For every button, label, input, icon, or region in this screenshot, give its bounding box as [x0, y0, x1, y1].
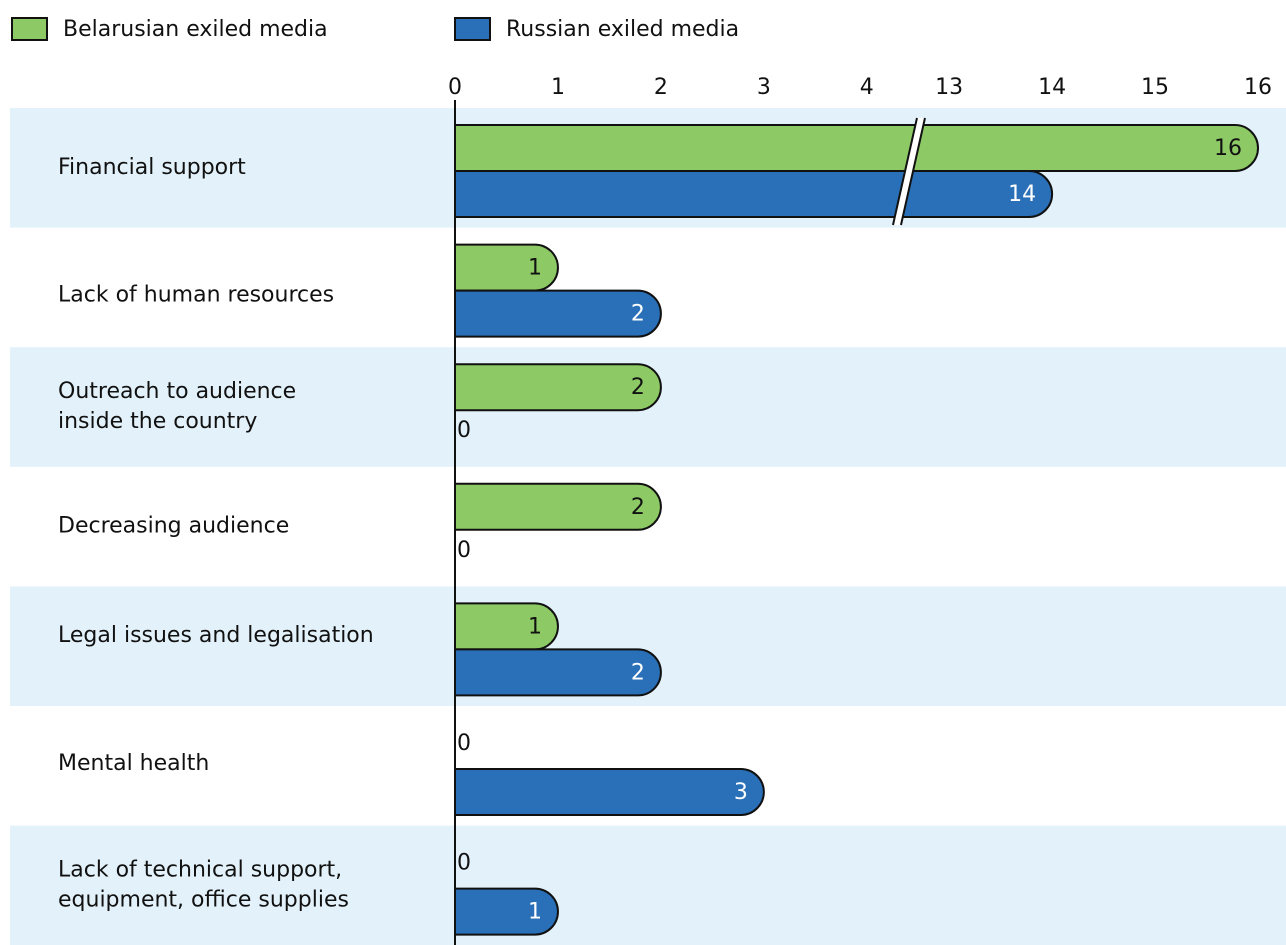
category-label: Outreach to audience inside the country [58, 379, 296, 434]
axis-break-line [899, 117, 926, 226]
x-tick-label: 13 [935, 75, 963, 100]
bar [454, 124, 1259, 172]
value-label: 16 [1214, 136, 1242, 161]
category-line: equipment, office supplies [58, 887, 349, 912]
value-label: 2 [631, 375, 645, 400]
x-tick-label: 14 [1038, 75, 1066, 100]
category-line: inside the country [58, 409, 257, 434]
category-line: Lack of technical support, [58, 857, 342, 882]
value-label: 2 [631, 302, 645, 327]
bar [454, 887, 559, 936]
category-label: Mental health [58, 751, 209, 776]
x-tick-label: 1 [551, 75, 565, 100]
legend-label: Russian exiled media [506, 17, 739, 42]
x-tick-label: 2 [654, 75, 668, 100]
value-label: 0 [457, 851, 471, 876]
axis-break [892, 118, 925, 225]
category-label: Financial support [58, 155, 246, 180]
category-label: Lack of technical support, equipment, off… [58, 857, 349, 912]
value-label: 0 [457, 731, 471, 756]
x-tick-label: 15 [1141, 75, 1169, 100]
category-line: Lack of human resources [58, 282, 334, 307]
category-line: Decreasing audience [58, 514, 289, 539]
bar [454, 363, 662, 412]
bar [454, 768, 765, 816]
x-tick-label: 3 [757, 75, 771, 100]
value-label: 14 [1008, 182, 1036, 207]
value-label: 2 [631, 660, 645, 685]
category-line: Mental health [58, 751, 209, 776]
bar [454, 482, 662, 531]
category-label: Lack of human resources [58, 282, 334, 307]
value-label: 0 [457, 538, 471, 563]
value-label: 1 [528, 256, 542, 281]
value-label: 3 [734, 780, 748, 805]
value-label: 0 [457, 418, 471, 443]
value-label: 1 [528, 900, 542, 925]
axis-break-line [891, 117, 918, 226]
value-label: 1 [528, 614, 542, 639]
row-band [10, 825, 1286, 945]
category-line: Outreach to audience [58, 379, 296, 404]
bar [454, 170, 1054, 218]
bar [454, 243, 559, 292]
category-label: Legal issues and legalisation [58, 623, 374, 648]
legend-label: Belarusian exiled media [63, 17, 328, 42]
x-tick-label: 16 [1244, 75, 1272, 100]
bar [454, 289, 662, 338]
bar [454, 602, 559, 651]
category-line: Legal issues and legalisation [58, 623, 374, 648]
value-label: 2 [631, 495, 645, 520]
category-line: Financial support [58, 155, 246, 180]
legend-swatch [11, 17, 48, 41]
bar [454, 648, 662, 697]
category-label: Decreasing audience [58, 514, 289, 539]
legend-swatch [454, 17, 491, 41]
x-tick-label: 4 [860, 75, 874, 100]
x-tick-label: 0 [448, 75, 462, 100]
